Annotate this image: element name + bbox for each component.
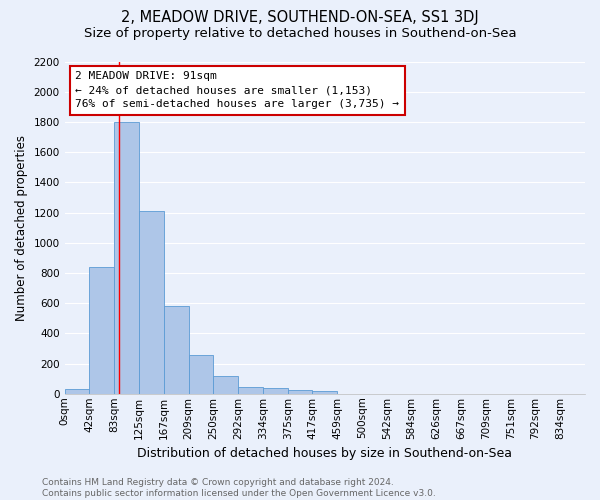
Text: Size of property relative to detached houses in Southend-on-Sea: Size of property relative to detached ho… bbox=[83, 28, 517, 40]
Bar bbox=[114, 122, 139, 394]
Text: 2, MEADOW DRIVE, SOUTHEND-ON-SEA, SS1 3DJ: 2, MEADOW DRIVE, SOUTHEND-ON-SEA, SS1 3D… bbox=[121, 10, 479, 25]
Bar bbox=[313, 391, 337, 394]
X-axis label: Distribution of detached houses by size in Southend-on-Sea: Distribution of detached houses by size … bbox=[137, 447, 512, 460]
Bar bbox=[214, 376, 238, 394]
Bar bbox=[164, 306, 188, 394]
Bar bbox=[188, 356, 214, 394]
Y-axis label: Number of detached properties: Number of detached properties bbox=[15, 134, 28, 320]
Text: Contains HM Land Registry data © Crown copyright and database right 2024.
Contai: Contains HM Land Registry data © Crown c… bbox=[42, 478, 436, 498]
Bar bbox=[139, 211, 164, 394]
Bar bbox=[287, 390, 313, 394]
Bar bbox=[65, 389, 89, 394]
Bar bbox=[238, 387, 263, 394]
Bar bbox=[263, 388, 287, 394]
Bar bbox=[89, 267, 114, 394]
Text: 2 MEADOW DRIVE: 91sqm
← 24% of detached houses are smaller (1,153)
76% of semi-d: 2 MEADOW DRIVE: 91sqm ← 24% of detached … bbox=[75, 72, 399, 110]
